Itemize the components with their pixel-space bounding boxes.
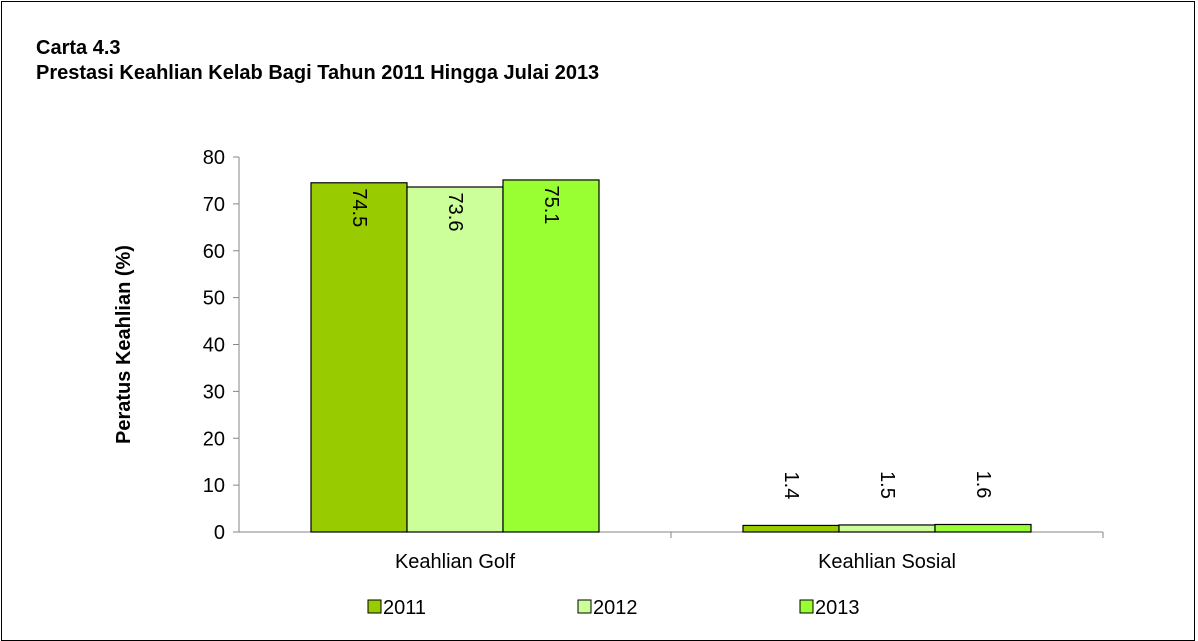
x-tick-label: Keahlian Golf bbox=[395, 551, 516, 573]
legend-swatch bbox=[799, 599, 814, 614]
bar bbox=[742, 524, 840, 533]
bar bbox=[934, 523, 1032, 533]
legend-label: 2011 bbox=[383, 597, 426, 619]
x-tick-label: Keahlian Sosial bbox=[818, 551, 956, 573]
y-axis-title: Peratus Keahlian (%) bbox=[113, 245, 135, 444]
data-label: 74.5 bbox=[348, 188, 370, 227]
title-block: Carta 4.3 Prestasi Keahlian Kelab Bagi T… bbox=[36, 36, 599, 86]
legend-label: 2013 bbox=[815, 597, 860, 619]
y-tick-label: 80 bbox=[203, 147, 225, 169]
y-tick-label: 70 bbox=[203, 194, 225, 216]
legend-swatch bbox=[577, 599, 592, 614]
data-label: 1.6 bbox=[972, 471, 994, 499]
y-tick-label: 20 bbox=[203, 428, 225, 450]
y-tick-label: 40 bbox=[203, 335, 225, 357]
bar bbox=[310, 182, 408, 533]
data-label: 73.6 bbox=[444, 193, 466, 232]
legend-label: 2012 bbox=[593, 597, 638, 619]
legend-swatch bbox=[367, 599, 382, 614]
data-label: 1.4 bbox=[780, 472, 802, 500]
data-label: 75.1 bbox=[540, 186, 562, 225]
y-tick-label: 60 bbox=[203, 241, 225, 263]
bar bbox=[838, 524, 936, 533]
bar bbox=[406, 186, 504, 533]
chart-subtitle: Prestasi Keahlian Kelab Bagi Tahun 2011 … bbox=[36, 62, 600, 84]
bar bbox=[502, 179, 600, 533]
y-tick-label: 50 bbox=[203, 288, 225, 310]
y-tick-label: 0 bbox=[214, 522, 225, 544]
data-label: 1.5 bbox=[876, 471, 898, 499]
y-tick-label: 10 bbox=[203, 475, 225, 497]
y-tick-label: 30 bbox=[203, 381, 225, 403]
chart-title: Carta 4.3 bbox=[36, 37, 121, 59]
